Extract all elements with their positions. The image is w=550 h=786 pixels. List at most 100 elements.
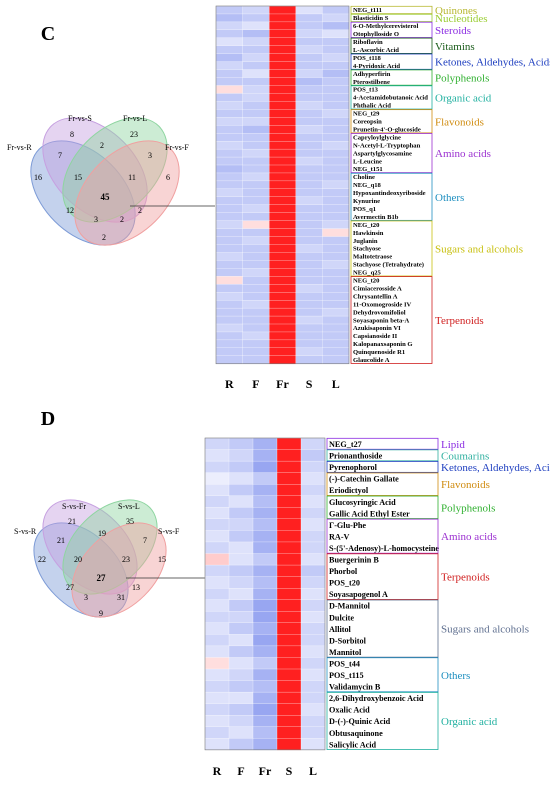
venn-ellipse-1 bbox=[30, 140, 136, 246]
heat-cell bbox=[295, 276, 323, 285]
venn-count: 27 bbox=[97, 573, 107, 583]
group-box bbox=[326, 449, 439, 462]
heat-cell bbox=[242, 53, 270, 63]
row-label: Maltotetraose bbox=[353, 254, 392, 261]
group-label: Polyphenols bbox=[435, 73, 489, 85]
heat-cell bbox=[300, 668, 326, 682]
heat-cell bbox=[215, 21, 244, 31]
heat-cell bbox=[242, 355, 270, 365]
heat-cell bbox=[276, 507, 302, 520]
heat-cell bbox=[269, 339, 297, 349]
heat-cell bbox=[269, 85, 297, 94]
heat-cell bbox=[300, 726, 326, 739]
heat-cell bbox=[295, 53, 323, 63]
venn-count: 22 bbox=[38, 555, 46, 564]
row-label: 6-O-Methylcerevisterol bbox=[353, 23, 418, 30]
heat-cell bbox=[269, 77, 297, 86]
heat-cell bbox=[269, 355, 297, 365]
row-label: RA-V bbox=[329, 532, 350, 541]
heat-cell bbox=[295, 331, 323, 341]
heat-cell bbox=[215, 196, 244, 206]
column-label: L bbox=[309, 764, 317, 778]
heat-cell bbox=[204, 449, 230, 462]
group-label: Terpenoids bbox=[435, 315, 484, 327]
heat-cell bbox=[322, 77, 350, 86]
heat-cell bbox=[276, 622, 302, 635]
venn-count: 3 bbox=[148, 151, 152, 160]
heat-cell bbox=[242, 323, 270, 333]
heat-cell bbox=[322, 220, 350, 230]
row-label: Validamycin B bbox=[329, 683, 381, 692]
row-label: Allitol bbox=[329, 625, 352, 634]
heat-cell bbox=[276, 588, 302, 601]
row-label: Coreopsin bbox=[353, 119, 382, 126]
heat-cell bbox=[269, 5, 297, 15]
heat-cell bbox=[242, 284, 270, 293]
heat-cell bbox=[295, 347, 323, 357]
venn-count: 23 bbox=[122, 555, 130, 564]
column-label: L bbox=[332, 377, 340, 391]
heat-cell bbox=[269, 172, 297, 182]
row-label: Glucosyringic Acid bbox=[329, 498, 396, 507]
heat-cell bbox=[242, 164, 270, 174]
heat-cell bbox=[242, 101, 270, 110]
heat-cell bbox=[276, 715, 302, 728]
heat-cell bbox=[276, 495, 302, 508]
heat-cell bbox=[276, 599, 302, 612]
venn-count: 13 bbox=[132, 583, 140, 592]
heat-cell bbox=[269, 331, 297, 341]
heat-cell bbox=[204, 657, 230, 670]
venn-count: 2 bbox=[100, 141, 104, 150]
group-label: Flavonoids bbox=[441, 479, 490, 491]
heat-cell bbox=[252, 691, 278, 705]
heat-cell bbox=[228, 530, 254, 543]
heat-cell bbox=[252, 576, 278, 589]
group-label: Organic acid bbox=[435, 92, 492, 104]
group-box bbox=[350, 69, 433, 86]
heat-cell bbox=[295, 180, 323, 190]
heat-cell bbox=[204, 472, 230, 485]
heat-cell bbox=[215, 299, 244, 309]
heat-cell bbox=[269, 109, 297, 118]
heat-cell bbox=[269, 236, 297, 245]
heat-cell bbox=[215, 204, 244, 214]
heat-cell bbox=[300, 611, 326, 624]
heat-cell bbox=[215, 172, 244, 182]
group-label: Polyphenols bbox=[441, 502, 495, 514]
heat-cell bbox=[322, 69, 350, 78]
heat-cell bbox=[204, 738, 230, 751]
row-label: N-Acetyl-L-Tryptophan bbox=[353, 142, 421, 149]
heat-cell bbox=[242, 220, 270, 230]
heat-cell bbox=[242, 21, 270, 31]
venn-count: 7 bbox=[143, 536, 147, 545]
group-label: Quinones bbox=[435, 5, 477, 17]
heat-cell bbox=[322, 276, 350, 285]
heat-cell bbox=[300, 472, 326, 485]
heat-cell bbox=[242, 331, 270, 341]
row-label: L-Leucine bbox=[353, 158, 382, 165]
heat-cell bbox=[215, 268, 244, 277]
heat-cell bbox=[276, 576, 302, 589]
row-label: Pterostilbene bbox=[353, 79, 390, 86]
row-label: Salicylic Acid bbox=[329, 740, 377, 749]
row-label: Eriodictyol bbox=[329, 486, 369, 495]
heat-cell bbox=[269, 292, 297, 301]
panel-d: D S-vs-R S-vs-Fr S-vs-L S-vs-F 22 21 35 15 21 19 7 2… bbox=[14, 408, 550, 778]
heat-cell bbox=[322, 125, 350, 134]
venn-set-label: Fr-vs-R bbox=[7, 143, 32, 152]
row-label: POS_t20 bbox=[329, 579, 360, 588]
heat-cell bbox=[269, 61, 297, 71]
venn-count: 45 bbox=[101, 192, 111, 202]
heat-cell bbox=[215, 29, 244, 39]
heat-cell bbox=[228, 645, 254, 658]
heat-cell bbox=[215, 133, 244, 142]
heat-cell bbox=[269, 148, 297, 158]
heat-cell bbox=[300, 564, 326, 578]
heat-cell bbox=[322, 315, 350, 325]
venn-count: 35 bbox=[126, 517, 134, 526]
heat-cell bbox=[215, 109, 244, 118]
heat-cell bbox=[300, 588, 326, 601]
venn-count: 15 bbox=[74, 173, 82, 182]
row-label: Riboflavin bbox=[353, 39, 383, 46]
heat-cell bbox=[295, 355, 323, 365]
